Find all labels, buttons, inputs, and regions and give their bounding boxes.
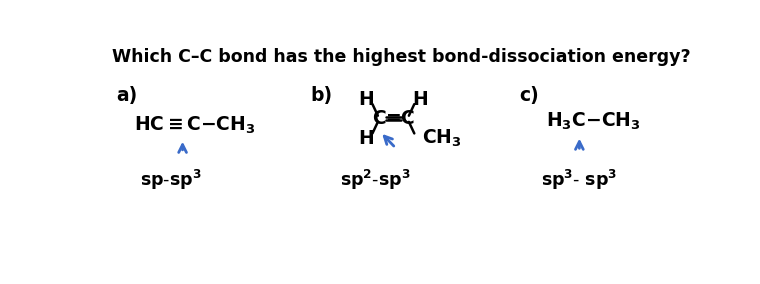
Text: b): b) <box>310 86 333 105</box>
Text: $\mathbf{HC{\equiv}C{-}CH_3}$: $\mathbf{HC{\equiv}C{-}CH_3}$ <box>134 114 255 135</box>
Text: a): a) <box>117 86 138 105</box>
Text: $\mathbf{sp^2\text{-}sp^3}$: $\mathbf{sp^2\text{-}sp^3}$ <box>340 168 410 193</box>
Text: $\mathbf{CH_3}$: $\mathbf{CH_3}$ <box>422 128 462 149</box>
Text: $\mathbf{sp^3\text{- }sp^3}$: $\mathbf{sp^3\text{- }sp^3}$ <box>540 168 617 193</box>
Text: Which C–C bond has the highest bond-dissociation energy?: Which C–C bond has the highest bond-diss… <box>112 48 691 66</box>
Text: =: = <box>385 109 401 128</box>
Text: C: C <box>372 109 386 128</box>
Text: C: C <box>401 109 414 128</box>
Text: H: H <box>413 90 429 109</box>
Text: c): c) <box>520 86 540 105</box>
Text: H: H <box>359 129 374 147</box>
Text: H: H <box>359 90 374 109</box>
Text: $\mathbf{H_3C{-}CH_3}$: $\mathbf{H_3C{-}CH_3}$ <box>546 110 641 132</box>
Text: $\mathbf{sp\text{-}sp^3}$: $\mathbf{sp\text{-}sp^3}$ <box>140 168 201 193</box>
